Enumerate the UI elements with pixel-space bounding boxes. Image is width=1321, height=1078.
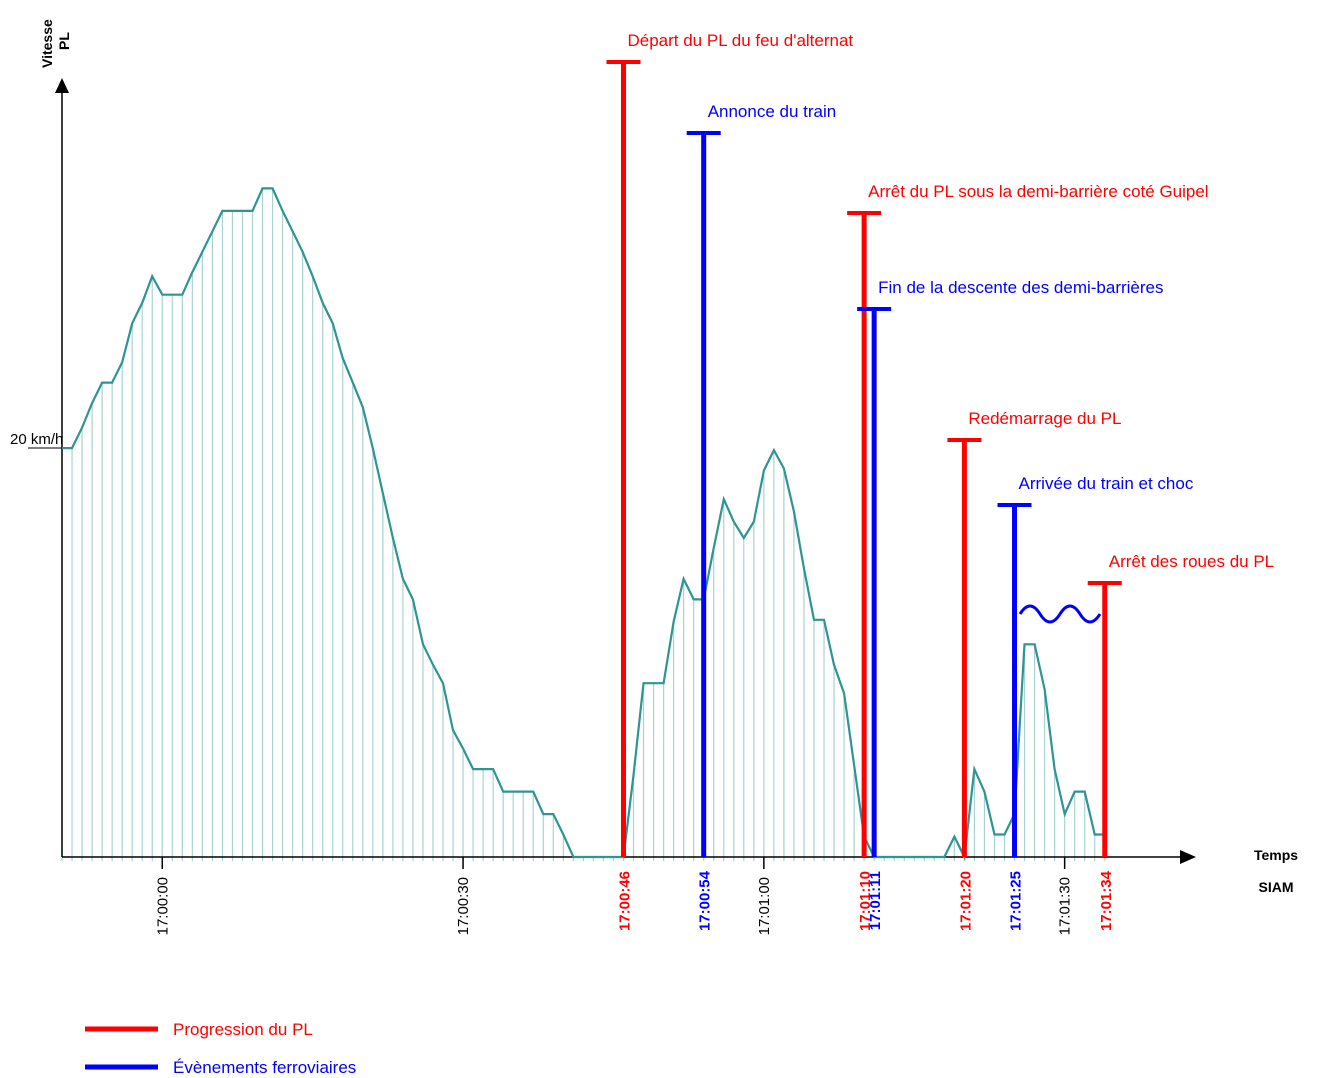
x-tick-label: 17:00:00 [154, 877, 171, 935]
event-label: Fin de la descente des demi-barrières [878, 278, 1163, 297]
speed-line [62, 187, 1105, 861]
event-label: Annonce du train [708, 102, 837, 121]
event-label: Arrêt du PL sous la demi-barrière coté G… [868, 182, 1208, 201]
shock-wave [1018, 604, 1102, 624]
y-tick-label: 20 km/h [10, 431, 63, 448]
y-axis-title: Vitesse [39, 19, 55, 68]
event-time: 17:00:46 [616, 871, 633, 931]
x-axis-title: Temps [1254, 847, 1298, 863]
x-axis-arrow [1180, 850, 1196, 864]
y-axis-arrow [55, 78, 69, 93]
legend: Progression du PL Évènements ferroviaires [85, 1020, 356, 1077]
legend-label: Progression du PL [173, 1020, 313, 1039]
event-time: 17:01:20 [957, 871, 974, 931]
x-tick-label: 17:00:30 [455, 877, 472, 935]
event-time: 17:01:34 [1098, 870, 1115, 931]
event-time: 17:00:54 [697, 870, 714, 931]
hatch-layer [61, 188, 1106, 861]
event-time: 17:01:11 [867, 871, 884, 930]
event-label: Départ du PL du feu d'alternat [627, 31, 853, 50]
x-axis-title: SIAM [1259, 879, 1294, 895]
x-tick-label: 17:01:00 [756, 877, 773, 935]
y-axis-title: PL [56, 32, 72, 50]
event-label: Arrivée du train et choc [1019, 474, 1194, 493]
x-tick-label: 17:01:30 [1057, 877, 1074, 935]
event-label: Redémarrage du PL [968, 409, 1121, 428]
event-time: 17:01:25 [1008, 871, 1025, 931]
event-label: Arrêt des roues du PL [1109, 552, 1274, 571]
legend-label: Évènements ferroviaires [173, 1058, 356, 1077]
event-time: 17:01:10 [857, 871, 874, 931]
